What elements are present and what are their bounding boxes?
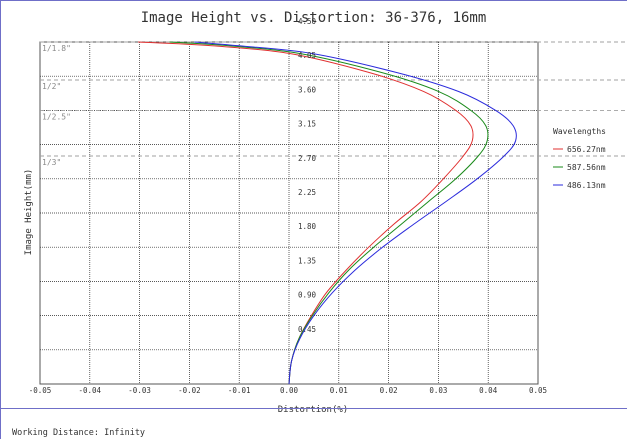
sensor-marker-layer: 1/1.8" 1/2" 1/2.5" 1/3" [40, 41, 627, 167]
x-tick-label: -0.05 [29, 386, 52, 395]
series-layer [138, 41, 517, 385]
y-axis-label: Image Height(mm) [24, 169, 34, 256]
y-tick-label: 2.70 [298, 154, 317, 163]
x-tick-label: 0.05 [529, 386, 547, 395]
x-tick-label: -0.04 [79, 386, 102, 395]
x-tick-label: 0.01 [330, 386, 348, 395]
legend-layer: Wavelengths 656.27nm 587.56nm 486.13nm [553, 127, 606, 190]
legend-label: 587.56nm [567, 163, 606, 172]
x-tick-label: 0.00 [280, 386, 299, 395]
y-tick-label: 2.25 [298, 188, 316, 197]
y-tick-label: 0.45 [298, 325, 316, 334]
sensor-marker-label: 1/3" [42, 158, 61, 167]
y-tick-label: 1.80 [298, 222, 317, 231]
series-line-656.27nm [138, 41, 474, 385]
grid-layer [39, 41, 539, 385]
x-tick-label: -0.01 [228, 386, 251, 395]
sensor-marker-label: 1/1.8" [42, 44, 71, 53]
x-tick-label: -0.03 [128, 386, 151, 395]
x-tick-label: -0.02 [178, 386, 201, 395]
sensor-marker-label: 1/2" [42, 82, 61, 91]
legend-title: Wavelengths [553, 127, 606, 136]
y-tick-label: 1.35 [298, 256, 316, 265]
y-tick-label: 4.05 [298, 51, 316, 60]
series-line-486.13nm [194, 41, 517, 385]
y-tick-label: 4.50 [298, 17, 317, 26]
legend-label: 656.27nm [567, 145, 606, 154]
y-tick-label: 0.90 [298, 291, 317, 300]
working-distance-label: Working Distance: Infinity [12, 428, 146, 438]
chart-title: Image Height vs. Distortion: 36-376, 16m… [140, 10, 487, 26]
sensor-marker-label: 1/2.5" [42, 112, 71, 121]
y-tick-label: 3.15 [298, 120, 316, 129]
x-tick-label: 0.03 [429, 386, 447, 395]
y-tick-label: 3.60 [298, 85, 317, 94]
series-line-587.56nm [169, 41, 489, 385]
footer-divider [0, 408, 627, 409]
ticks-layer: -0.05 -0.04 -0.03 -0.02 -0.01 0.00 0.01 0.02 0.0… [29, 17, 547, 395]
x-tick-label: 0.02 [380, 386, 398, 395]
x-axis-label: Distortion(%) [278, 405, 348, 415]
x-tick-label: 0.04 [479, 386, 498, 395]
legend-label: 486.13nm [567, 181, 606, 190]
